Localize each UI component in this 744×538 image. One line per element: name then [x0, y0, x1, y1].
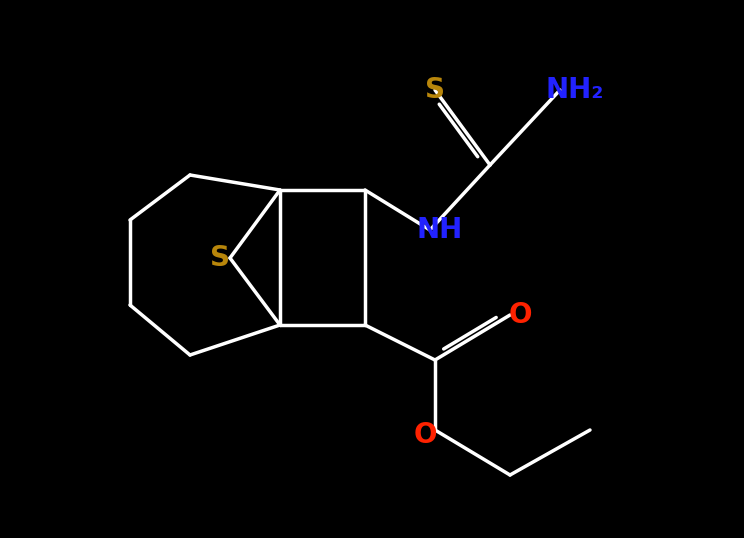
Text: O: O: [413, 421, 437, 449]
Text: S: S: [425, 76, 445, 104]
Text: NH: NH: [417, 216, 463, 244]
Text: O: O: [508, 301, 532, 329]
Text: S: S: [210, 244, 230, 272]
Text: NH₂: NH₂: [546, 76, 604, 104]
